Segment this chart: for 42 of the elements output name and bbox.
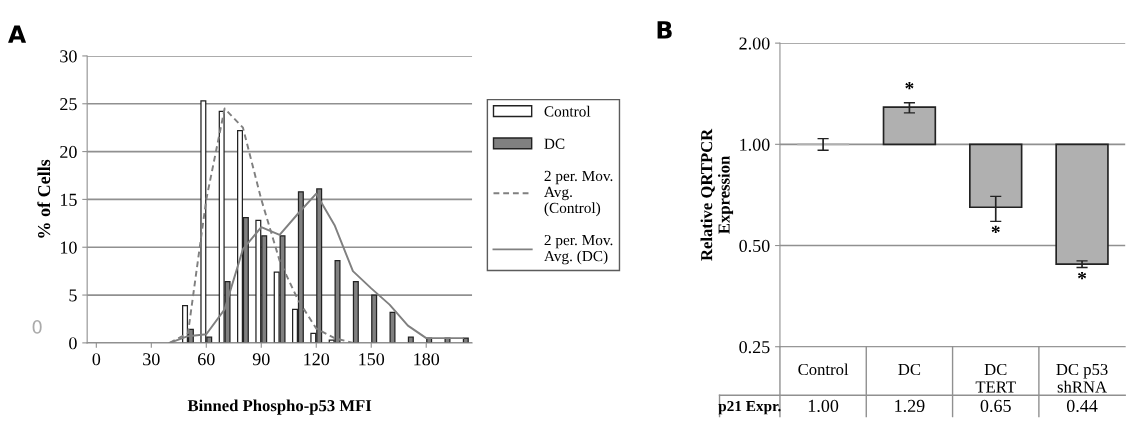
data-label: 1.29: [895, 399, 925, 413]
y-tick-label: 1.00: [740, 138, 770, 151]
y-tick-label: 30: [60, 50, 77, 63]
x-tick-label: 120: [304, 353, 330, 366]
x-tick-label: DC: [898, 363, 921, 376]
y-tick-label: 0.25: [739, 340, 770, 354]
data-label: 1.00: [808, 399, 839, 413]
y-axis-title: Relative QRTPCR Expression: [700, 128, 734, 261]
x-tick-label: 180: [414, 353, 440, 366]
x-tick-label: Control: [798, 363, 849, 376]
y-tick-label: 5: [69, 289, 77, 302]
x-tick-label: DC p53 shRNA: [1056, 363, 1108, 393]
annotation: *: [991, 225, 1000, 234]
chart-title: A: [8, 25, 27, 43]
text: 0: [32, 320, 42, 334]
bar: [352, 281, 359, 343]
x-tick-label: 90: [252, 353, 270, 366]
x-tick-label: 60: [198, 353, 215, 366]
legend-label: 2 per. Mov. Avg. (DC): [544, 234, 613, 265]
bar: [407, 336, 414, 343]
x-tick-label: 150: [359, 353, 385, 366]
y-tick-label: 15: [60, 193, 77, 206]
data-label: 0.44: [1066, 399, 1098, 413]
legend-label: DC: [544, 138, 565, 149]
y-tick-label: 10: [60, 241, 77, 254]
chart-title: B: [657, 21, 672, 39]
annotation: *: [1078, 271, 1087, 280]
x-axis-title: Binned Phospho-p53 MFI: [187, 399, 372, 415]
legend-label: 2 per. Mov. Avg. (Control): [544, 170, 613, 217]
y-tick-label: 20: [60, 145, 77, 159]
text: p21 Expr.: [718, 401, 781, 415]
annotation: *: [905, 82, 914, 90]
y-tick-label: 0: [69, 337, 77, 350]
x-tick-label: 30: [143, 353, 160, 366]
y-tick-label: 0.50: [739, 239, 770, 253]
legend-label: Control: [544, 105, 591, 117]
y-axis-title: % of Cells: [37, 159, 51, 238]
y-tick-label: 25: [60, 98, 77, 111]
x-tick-label: 0: [92, 353, 101, 366]
y-tick-label: 2.00: [739, 37, 770, 50]
x-tick-label: DC TERT: [975, 363, 1016, 393]
data-label: 0.65: [980, 399, 1011, 413]
